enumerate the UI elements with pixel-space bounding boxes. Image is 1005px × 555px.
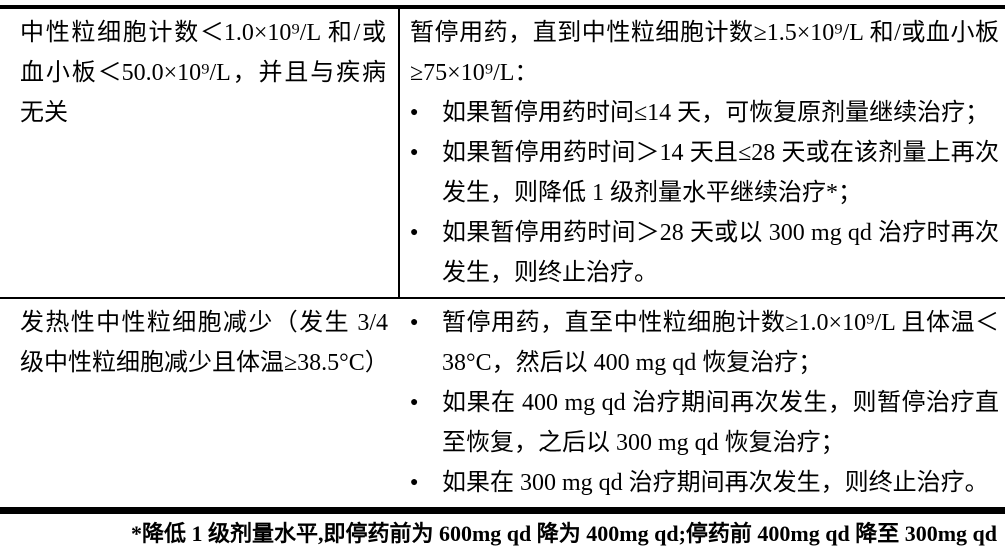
- list-item-text: 如果暂停用药时间＞14 天且≤28 天或在该剂量上再次发生，则降低 1 级剂量水…: [442, 140, 999, 206]
- action-cell: ● 暂停用药，直至中性粒细胞计数≥1.0×10⁹/L 且体温＜38°C，然后以 …: [400, 299, 1005, 507]
- list-item-text: 如果暂停用药时间＞28 天或以 300 mg qd 治疗时再次发生，则终止治疗。: [442, 220, 999, 286]
- bullet-icon: ●: [410, 225, 419, 240]
- dose-modification-table: 中性粒细胞计数＜1.0×10⁹/L 和/或血小板＜50.0×10⁹/L，并且与疾…: [0, 5, 1005, 514]
- list-item: ● 如果暂停用药时间≤14 天，可恢复原剂量继续治疗；: [410, 93, 999, 133]
- bullet-icon: ●: [410, 105, 419, 120]
- table-row: 中性粒细胞计数＜1.0×10⁹/L 和/或血小板＜50.0×10⁹/L，并且与疾…: [0, 9, 1005, 299]
- list-item: ● 如果暂停用药时间＞14 天且≤28 天或在该剂量上再次发生，则降低 1 级剂…: [410, 133, 999, 213]
- table-footnote: *降低 1 级剂量水平,即停药前为 600mg qd 降为 400mg qd;停…: [130, 521, 997, 546]
- list-item: ● 如果在 400 mg qd 治疗期间再次发生，则暂停治疗直至恢复，之后以 3…: [410, 383, 999, 463]
- condition-cell: 发热性中性粒细胞减少（发生 3/4 级中性粒细胞减少且体温≥38.5°C）: [20, 310, 389, 376]
- action-cell: 暂停用药，直到中性粒细胞计数≥1.5×10⁹/L 和/或血小板≥75×10⁹/L…: [400, 9, 1005, 297]
- document-page: 中性粒细胞计数＜1.0×10⁹/L 和/或血小板＜50.0×10⁹/L，并且与疾…: [0, 5, 1005, 555]
- bullet-icon: ●: [410, 315, 419, 330]
- bullet-icon: ●: [410, 475, 419, 490]
- table-row: 发热性中性粒细胞减少（发生 3/4 级中性粒细胞减少且体温≥38.5°C） ● …: [0, 299, 1005, 507]
- list-item-text: 如果在 300 mg qd 治疗期间再次发生，则终止治疗。: [442, 470, 989, 496]
- list-item: ● 如果暂停用药时间＞28 天或以 300 mg qd 治疗时再次发生，则终止治…: [410, 213, 999, 293]
- list-item: ● 如果在 300 mg qd 治疗期间再次发生，则终止治疗。: [410, 463, 999, 503]
- bullet-icon: ●: [410, 145, 419, 160]
- condition-cell: 中性粒细胞计数＜1.0×10⁹/L 和/或血小板＜50.0×10⁹/L，并且与疾…: [0, 9, 400, 297]
- list-item-text: 如果在 400 mg qd 治疗期间再次发生，则暂停治疗直至恢复，之后以 300…: [442, 390, 999, 456]
- list-item-text: 如果暂停用药时间≤14 天，可恢复原剂量继续治疗；: [442, 100, 990, 126]
- list-item: ● 暂停用药，直至中性粒细胞计数≥1.0×10⁹/L 且体温＜38°C，然后以 …: [410, 303, 999, 383]
- list-item-text: 暂停用药，直至中性粒细胞计数≥1.0×10⁹/L 且体温＜38°C，然后以 40…: [442, 310, 999, 376]
- action-intro: 暂停用药，直到中性粒细胞计数≥1.5×10⁹/L 和/或血小板≥75×10⁹/L…: [410, 20, 999, 86]
- bullet-icon: ●: [410, 395, 419, 410]
